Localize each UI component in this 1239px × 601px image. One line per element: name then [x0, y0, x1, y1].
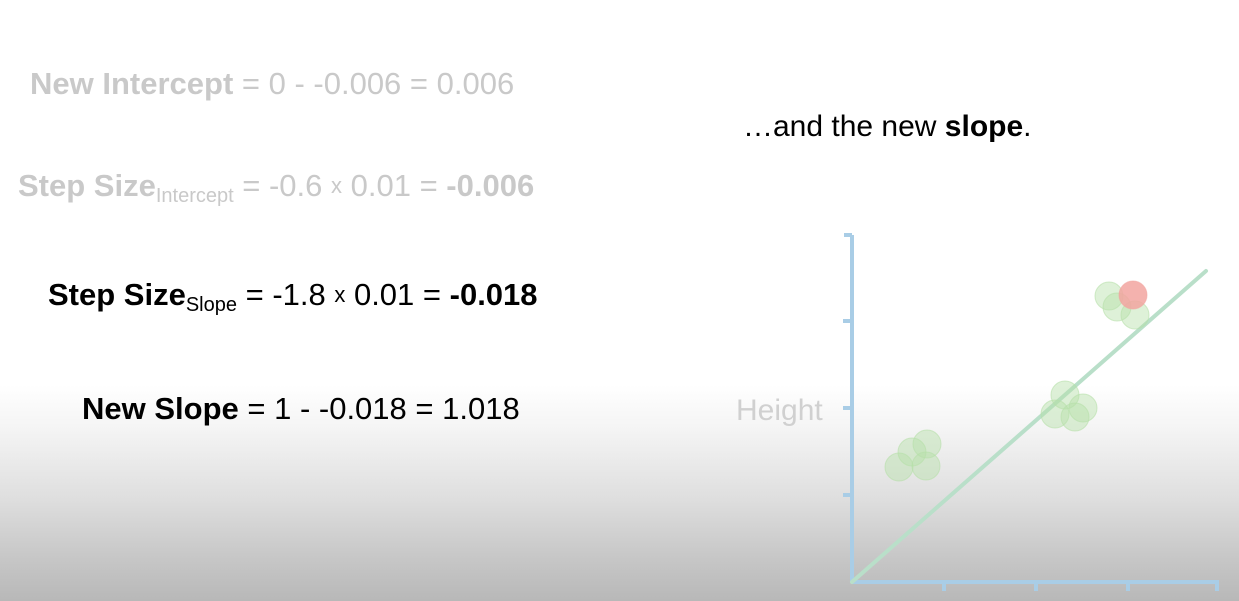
step-size-intercept-subscript: Intercept	[155, 185, 234, 207]
data-point	[911, 451, 941, 481]
step-size-slope-subscript: Slope	[185, 294, 237, 316]
step-size-intercept-result: -0.006	[446, 168, 535, 203]
step-size-intercept-equation: Step SizeIntercept = -0.6 x 0.01 = -0.00…	[18, 168, 535, 206]
step-size-slope-times-sign: x	[334, 282, 346, 307]
data-point	[1060, 402, 1090, 432]
caption-prefix: …and the new	[743, 110, 945, 143]
step-size-slope-expression-b: 0.01 =	[345, 277, 450, 312]
new-intercept-equation: New Intercept = 0 - -0.006 = 0.006	[30, 68, 514, 99]
step-size-slope-expression-a: = -1.8	[236, 277, 335, 312]
data-point	[1068, 393, 1098, 423]
step-size-intercept-label: Step Size	[18, 168, 156, 203]
caption-suffix: .	[1023, 110, 1032, 143]
step-size-slope-label: Step Size	[48, 277, 186, 312]
data-points-group	[884, 280, 1150, 482]
new-intercept-label: New Intercept	[30, 66, 234, 101]
data-point	[884, 452, 914, 482]
caption-bold-word: slope	[944, 110, 1024, 143]
new-slope-equation: New Slope = 1 - -0.018 = 1.018	[82, 393, 520, 424]
fit-line-group	[850, 269, 1208, 584]
new-slope-expression: = 1 - -0.018 = 1.018	[238, 391, 520, 426]
y-axis-label: Height	[736, 394, 823, 427]
new-intercept-expression: = 0 - -0.006 = 0.006	[233, 66, 515, 101]
new-slope-label: New Slope	[82, 391, 239, 426]
plot-axes	[843, 233, 1219, 591]
step-size-intercept-expression-a: = -0.6	[233, 168, 332, 203]
highlighted-data-point	[1118, 280, 1148, 310]
step-size-slope-result: -0.018	[449, 277, 538, 312]
fit-line	[850, 269, 1208, 584]
step-size-intercept-times-sign: x	[331, 173, 343, 198]
data-point	[912, 429, 942, 459]
step-size-intercept-expression-b: 0.01 =	[342, 168, 447, 203]
step-size-slope-equation: Step SizeSlope = -1.8 x 0.01 = -0.018	[48, 277, 538, 315]
caption-text: …and the new slope.	[743, 110, 1032, 144]
